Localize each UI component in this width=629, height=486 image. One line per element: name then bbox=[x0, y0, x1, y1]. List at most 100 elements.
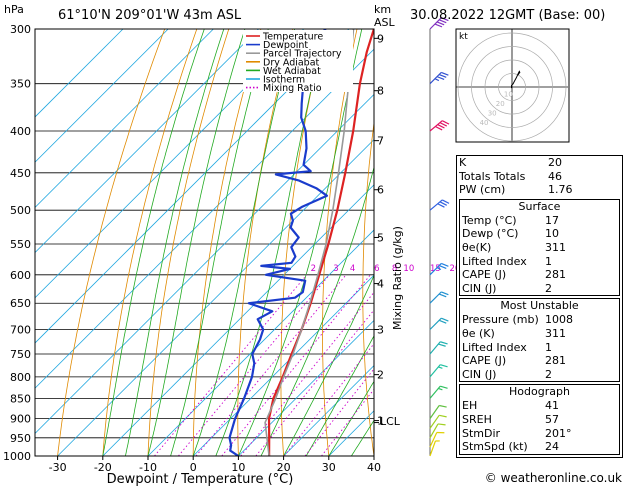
index-row: CIN (J) 2 bbox=[460, 282, 619, 296]
km-tick-label: 8 bbox=[377, 85, 384, 98]
km-tick-label: 2 bbox=[377, 369, 384, 382]
index-value: 57 bbox=[545, 412, 559, 426]
wind-barb-half bbox=[436, 267, 442, 271]
index-value: 41 bbox=[545, 399, 559, 413]
index-value: 2 bbox=[545, 281, 552, 295]
index-label: θe (K) bbox=[462, 326, 495, 340]
index-row: StmDir 201° bbox=[460, 427, 619, 441]
mixing-ratio-line bbox=[283, 343, 374, 456]
index-value: 281 bbox=[545, 268, 566, 282]
wind-barb-full bbox=[439, 404, 447, 408]
surface-section: Surface Temp (°C) 17 Dewp (°C) 10 θe(K) 311 Li… bbox=[459, 198, 620, 297]
index-row: Lifted Index 1 bbox=[460, 255, 619, 269]
index-label: EH bbox=[462, 399, 478, 413]
pressure-tick-label: 400 bbox=[10, 125, 31, 138]
km-tick-label: 4 bbox=[377, 278, 384, 291]
wet-adiabat-line bbox=[283, 274, 374, 456]
dry-adiabat-line bbox=[192, 29, 262, 456]
wind-barb bbox=[429, 291, 449, 304]
hpa-label: hPa bbox=[4, 3, 24, 16]
index-row: StmSpd (kt) 24 bbox=[460, 440, 619, 454]
wind-barb-staff bbox=[429, 405, 440, 419]
x-tick-label: 10 bbox=[231, 461, 245, 474]
index-row: Lifted Index 1 bbox=[460, 341, 619, 355]
wind-barb-full bbox=[440, 385, 448, 389]
wet-adiabat-line bbox=[305, 334, 374, 456]
index-label: CAPE (J) bbox=[462, 268, 507, 282]
mixing-ratio-label: 3 bbox=[333, 264, 338, 274]
index-value: 10 bbox=[545, 227, 559, 241]
index-label: CAPE (J) bbox=[462, 354, 507, 368]
index-label: Temp (°C) bbox=[462, 213, 517, 227]
plot-frame bbox=[34, 28, 375, 457]
legend-label: Mixing Ratio bbox=[263, 83, 322, 94]
wind-barb-full bbox=[437, 203, 445, 208]
isotherm-line bbox=[35, 93, 374, 434]
wind-barb-full bbox=[441, 317, 449, 322]
isotherm-line bbox=[35, 29, 169, 163]
index-value: 1 bbox=[545, 340, 552, 354]
km-label: km bbox=[374, 3, 391, 16]
x-tick-label: 0 bbox=[190, 461, 197, 474]
index-value: 17 bbox=[545, 213, 559, 227]
index-row: Totals Totals 46 bbox=[457, 170, 622, 184]
index-label: StmDir bbox=[462, 426, 501, 440]
wind-barb-full bbox=[439, 201, 448, 206]
km-tick-label: 9 bbox=[377, 32, 384, 45]
isotherm-line bbox=[57, 139, 374, 456]
wind-barb bbox=[429, 404, 447, 419]
km-tick-label: 6 bbox=[377, 184, 384, 197]
dry-adiabat-line bbox=[402, 29, 421, 456]
dewpoint-profile bbox=[228, 29, 329, 456]
isotherm-line bbox=[192, 274, 374, 456]
dry-adiabat-line bbox=[147, 29, 230, 456]
x-tick-label: -30 bbox=[49, 461, 67, 474]
index-row: CIN (J) 2 bbox=[460, 368, 619, 382]
hodograph-frame bbox=[455, 28, 570, 143]
index-value: 46 bbox=[548, 169, 562, 183]
wind-barb-half bbox=[434, 78, 440, 82]
index-value: 311 bbox=[545, 240, 566, 254]
wet-adiabat-line bbox=[125, 29, 225, 456]
datetime-label: 30.08.2022 12GMT (Base: 00) bbox=[410, 8, 605, 23]
pressure-tick-label: 650 bbox=[10, 297, 31, 310]
wind-barb-full bbox=[440, 364, 448, 368]
index-row: θe (K) 311 bbox=[460, 327, 619, 341]
index-label: Lifted Index bbox=[462, 254, 527, 268]
hodograph-ring bbox=[457, 32, 567, 142]
index-label: Totals Totals bbox=[459, 169, 526, 183]
wind-barb-full bbox=[436, 431, 445, 434]
index-label: SREH bbox=[462, 412, 492, 426]
indices-table: K 20 Totals Totals 46 PW (cm) 1.76 Surface Te… bbox=[456, 155, 623, 458]
wind-barb bbox=[429, 17, 449, 30]
wind-barb bbox=[429, 262, 449, 276]
pressure-tick-label: 450 bbox=[10, 167, 31, 180]
legend-label: Dewpoint bbox=[263, 40, 308, 51]
legend-label: Temperature bbox=[262, 32, 323, 43]
wet-adiabat-line bbox=[328, 380, 374, 456]
wind-barb-full bbox=[438, 319, 447, 324]
legend-label: Dry Adiabat bbox=[263, 57, 320, 68]
pressure-tick-label: 850 bbox=[10, 392, 31, 405]
hodograph-trace bbox=[511, 70, 521, 89]
index-value: 281 bbox=[545, 354, 566, 368]
isotherm-line bbox=[35, 29, 259, 254]
index-value: 2 bbox=[545, 367, 552, 381]
index-row: SREH 57 bbox=[460, 413, 619, 427]
index-value: 311 bbox=[545, 326, 566, 340]
hodograph-section: Hodograph EH 41 SREH 57 StmDir 201° StmSpd (kt… bbox=[459, 384, 620, 455]
km-tick-label: 7 bbox=[377, 135, 384, 148]
surface-title: Surface bbox=[518, 199, 561, 213]
pressure-tick-label: 950 bbox=[10, 432, 31, 445]
pressure-tick-label: 750 bbox=[10, 348, 31, 361]
wind-barb-full bbox=[441, 199, 450, 204]
wind-barb-full bbox=[435, 125, 443, 131]
index-label: Dewp (°C) bbox=[462, 227, 519, 241]
wind-barb-full bbox=[436, 21, 445, 26]
mixing-ratio-label: 6 bbox=[374, 264, 379, 274]
index-row: CAPE (J) 281 bbox=[460, 354, 619, 368]
wind-barb-full bbox=[439, 122, 448, 127]
lcl-label: LCL bbox=[380, 415, 401, 428]
dry-adiabat-line bbox=[322, 29, 358, 456]
